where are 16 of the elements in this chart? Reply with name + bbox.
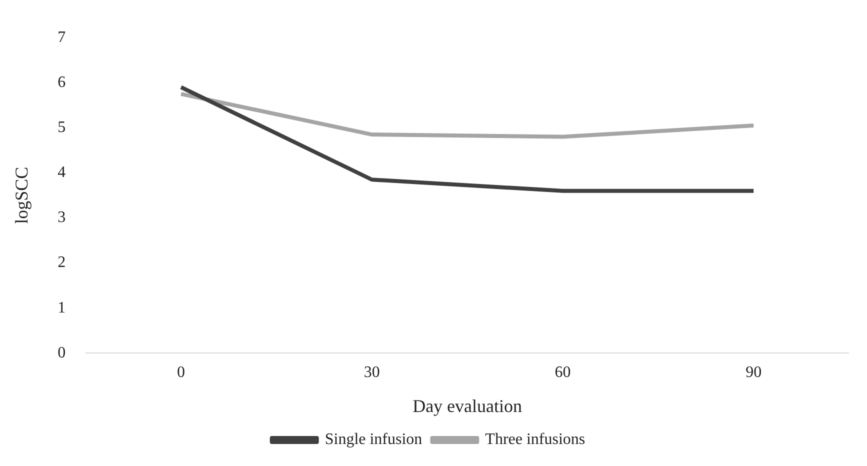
- y-axis-title: logSCC: [12, 166, 32, 224]
- y-tick-label: 3: [58, 209, 66, 226]
- x-tick-label: 90: [746, 364, 762, 382]
- y-tick-label: 5: [58, 118, 66, 136]
- x-tick-label: 30: [364, 364, 380, 382]
- x-tick-label: 0: [177, 364, 186, 382]
- legend-label: Three infusions: [485, 431, 586, 448]
- y-tick-label: 6: [58, 74, 66, 91]
- x-axis-title: Day evaluation: [412, 396, 522, 416]
- y-tick-label: 0: [58, 344, 66, 362]
- x-tick-label: 60: [554, 364, 571, 382]
- y-tick-label: 2: [58, 254, 66, 272]
- y-tick-label: 7: [58, 28, 66, 46]
- y-tick-label: 4: [58, 164, 66, 182]
- y-tick-label: 1: [58, 299, 66, 316]
- legend-label: Single infusion: [324, 431, 422, 448]
